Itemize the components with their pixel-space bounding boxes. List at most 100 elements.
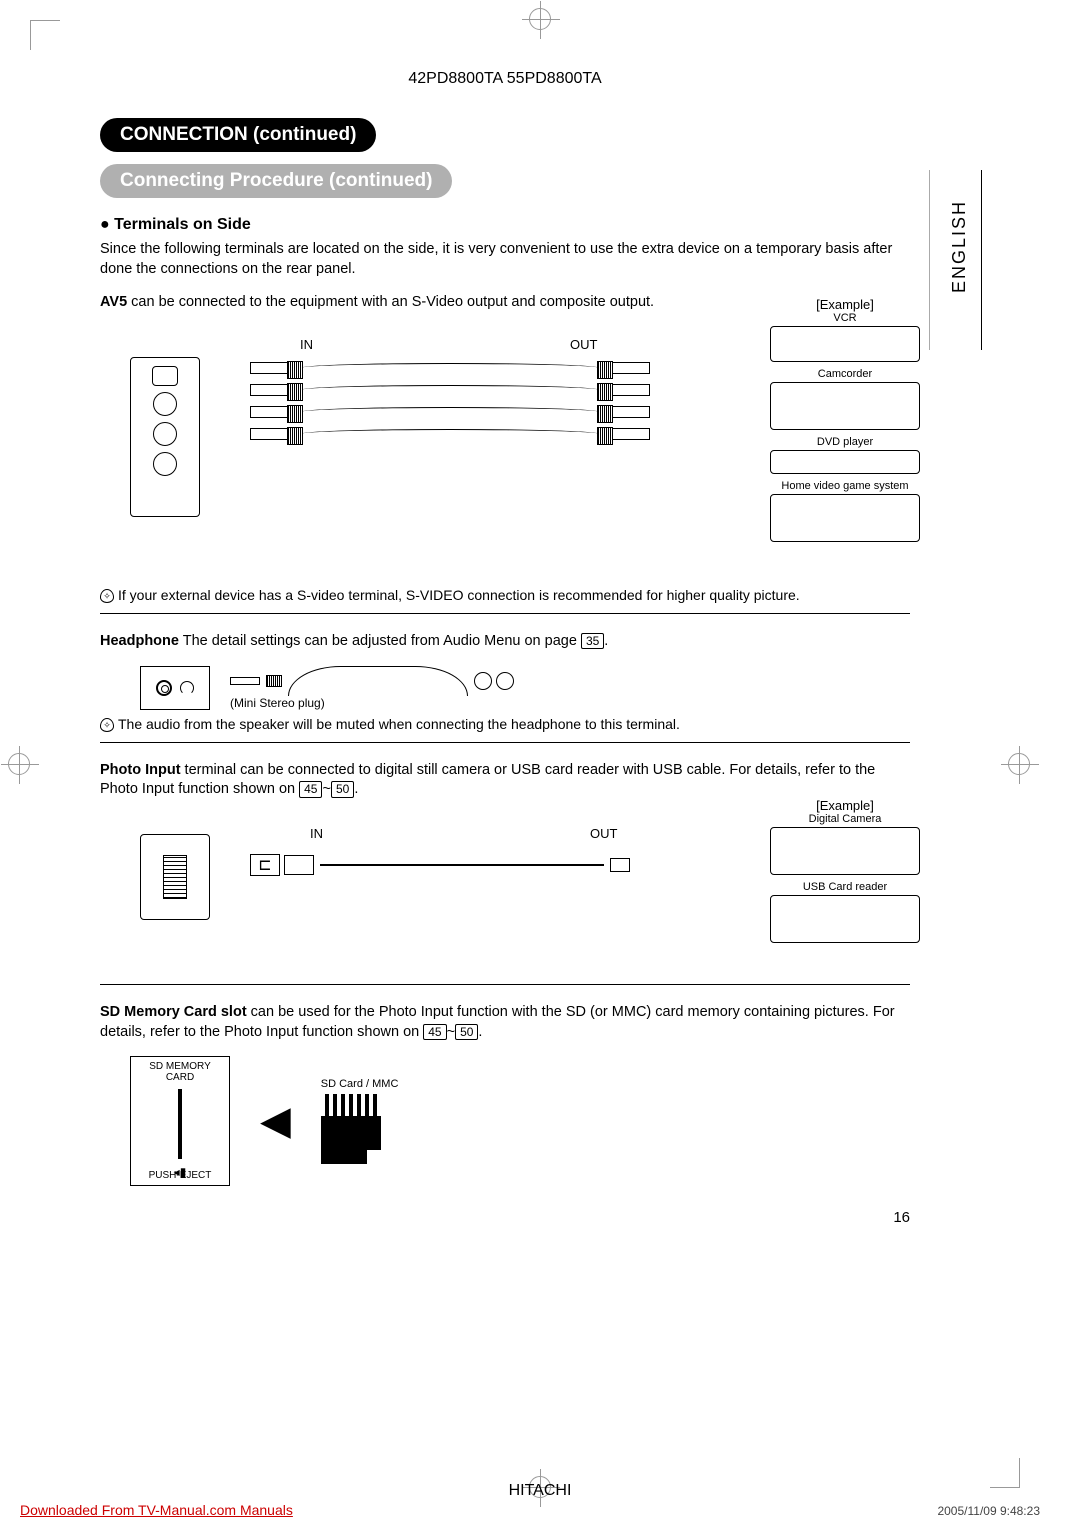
photo-label: Photo Input [100, 762, 181, 778]
audio-r-port-icon [153, 452, 177, 476]
headphone-diagram: (Mini Stereo plug) [140, 666, 910, 710]
sd-card-label: SD Card / MMC [321, 1078, 399, 1090]
headphone-tip: ✧ The audio from the speaker will be mute… [100, 716, 910, 732]
sd-card-icon [321, 1094, 381, 1164]
headphone-line: Headphone The detail settings can be adj… [100, 632, 910, 652]
sd-slit [178, 1089, 182, 1159]
pageref-35: 35 [581, 633, 604, 649]
print-date: 2005/11/09 9:48:23 [937, 1504, 1040, 1518]
earbuds-icon [474, 672, 514, 690]
terminals-intro: Since the following terminals are locate… [100, 240, 910, 279]
example-label: [Example] [770, 798, 920, 813]
out-label: OUT [590, 826, 617, 841]
tilde: ~ [322, 781, 330, 797]
mini-plug-label: (Mini Stereo plug) [230, 696, 325, 710]
headphone-tip-text: The audio from the speaker will be muted… [118, 716, 680, 732]
cable-wire [300, 385, 600, 395]
model-header: 42PD8800TA 55PD8800TA [100, 70, 910, 88]
tip-icon: ✧ [100, 718, 114, 732]
photo-line: Photo Input terminal can be connected to… [100, 761, 910, 800]
subsection-title: Connecting Procedure (continued) [100, 164, 452, 198]
usb-a-plug-icon: ⊏ [250, 854, 280, 876]
headphone-jack-icon [140, 666, 210, 710]
usb-a-body [284, 855, 314, 875]
headphone-text: The detail settings can be adjusted from… [179, 633, 581, 649]
pageref-50: 50 [455, 1024, 478, 1040]
divider [100, 613, 910, 614]
usb-mini-plug-icon [610, 858, 630, 872]
pageref-50: 50 [331, 781, 354, 797]
tip-icon: ✧ [100, 589, 114, 603]
audio-l-port-icon [153, 422, 177, 446]
photo-text: terminal can be connected to digital sti… [100, 762, 875, 798]
av5-diagram: IN OUT [Example] VCR Camcorder DVD playe… [100, 327, 910, 577]
divider [100, 984, 910, 985]
sd-diagram: SD MEMORY CARD ◂▮ PUSH-EJECT ◀ SD Card /… [130, 1056, 910, 1186]
sd-label: SD Memory Card slot [100, 1004, 247, 1020]
crop-mark [30, 20, 60, 50]
reader-label: USB Card reader [770, 881, 920, 893]
camcorder-icon [770, 382, 920, 430]
download-link[interactable]: Downloaded From TV-Manual.com Manuals [20, 1502, 293, 1518]
cable-group [250, 362, 650, 450]
language-tab-border [981, 170, 983, 350]
tilde: ~ [447, 1024, 455, 1040]
dvd-label: DVD player [770, 436, 920, 448]
card-reader-icon [770, 895, 920, 943]
language-tab-inner [929, 170, 930, 350]
example-devices: [Example] VCR Camcorder DVD player Home … [770, 297, 920, 548]
mini-plug-icon [230, 677, 260, 685]
svideo-port-icon [152, 366, 178, 386]
divider [100, 742, 910, 743]
svideo-plug-out [610, 362, 650, 374]
svideo-tip: ✧ If your external device has a S-video t… [100, 587, 910, 603]
cable-wire [300, 407, 600, 417]
video-port-icon [153, 392, 177, 416]
example-label: [Example] [770, 297, 920, 312]
usb-wire [320, 864, 604, 866]
camera-icon [770, 827, 920, 875]
av5-label: AV5 [100, 294, 127, 310]
language-label: ENGLISH [949, 200, 970, 293]
vcr-icon [770, 326, 920, 362]
in-label: IN [300, 337, 313, 352]
sd-card-group: SD Card / MMC [321, 1078, 399, 1164]
page-number: 16 [893, 1209, 910, 1226]
rca-plug-out [610, 384, 650, 396]
dvd-icon [770, 450, 920, 474]
input-panel [130, 357, 200, 517]
vcr-label: VCR [770, 312, 920, 324]
crop-mark [1008, 753, 1030, 775]
av5-text: can be connected to the equipment with a… [127, 294, 654, 310]
arrow-icon: ◀ [260, 1098, 291, 1144]
rca-plug-out [610, 406, 650, 418]
svideo-tip-text: If your external device has a S-video te… [118, 587, 800, 603]
page-content: 42PD8800TA 55PD8800TA ENGLISH CONNECTION… [100, 70, 910, 1186]
rca-plug-in [250, 406, 290, 418]
pageref-45: 45 [299, 781, 322, 797]
rca-plug-in [250, 428, 290, 440]
crop-mark [529, 8, 551, 30]
mini-plug-grip [266, 675, 282, 687]
cable-wire [300, 363, 600, 373]
headphone-label: Headphone [100, 633, 179, 649]
sd-slot-icon: SD MEMORY CARD ◂▮ PUSH-EJECT [130, 1056, 230, 1186]
camcorder-label: Camcorder [770, 368, 920, 380]
headphone-plug: (Mini Stereo plug) [230, 666, 514, 710]
photo-diagram: IN OUT ⊏ [Example] Digital Camera USB Ca… [100, 814, 910, 974]
rca-plug-in [250, 384, 290, 396]
crop-mark [8, 753, 30, 775]
cable-wire [300, 429, 600, 439]
terminals-heading: Terminals on Side [100, 216, 910, 234]
sd-slot-top-label: SD MEMORY CARD [135, 1061, 225, 1083]
game-icon [770, 494, 920, 542]
in-label: IN [310, 826, 323, 841]
pageref-45: 45 [423, 1024, 446, 1040]
photo-examples: [Example] Digital Camera USB Card reader [770, 798, 920, 949]
photo-port-icon [140, 834, 210, 920]
rca-plug-out [610, 428, 650, 440]
out-label: OUT [570, 337, 597, 352]
sd-line: SD Memory Card slot can be used for the … [100, 1003, 910, 1042]
usb-cable: ⊏ [250, 854, 630, 876]
sd-slot-bottom-label: PUSH-EJECT [131, 1170, 229, 1181]
